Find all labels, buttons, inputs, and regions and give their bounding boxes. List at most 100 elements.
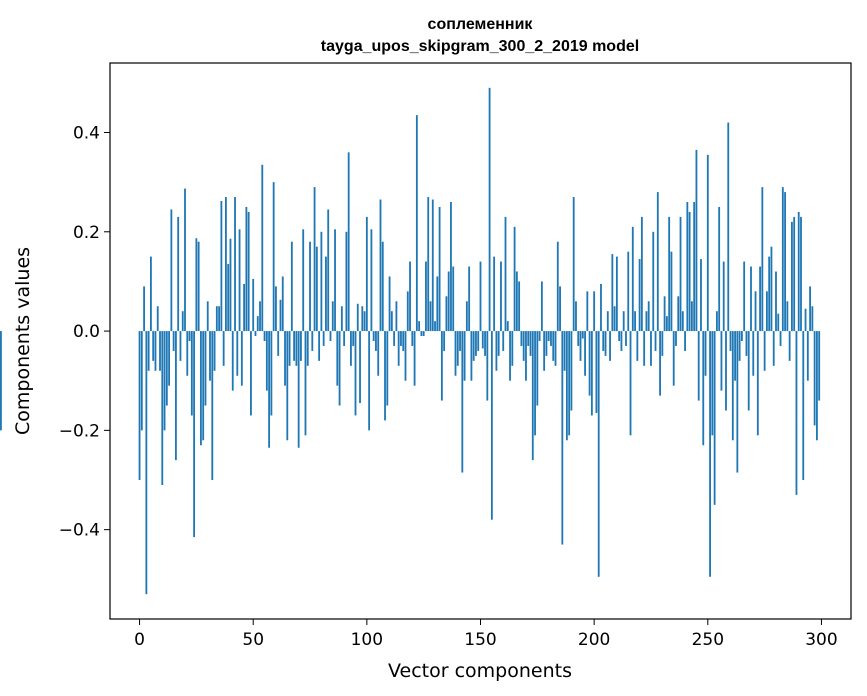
bar-185: [559, 286, 561, 332]
bar-142: [461, 331, 464, 473]
bar-97: [359, 331, 361, 404]
bar-59: [272, 182, 275, 332]
bar-80: [320, 231, 323, 332]
bar-86: [334, 229, 336, 332]
bar-149: [477, 331, 480, 351]
bar-229: [659, 331, 661, 396]
bar-189: [568, 331, 571, 436]
bar-36: [220, 201, 223, 332]
bar-84: [329, 331, 332, 341]
bar-244: [693, 202, 696, 332]
bar-121: [413, 331, 416, 386]
bar-119: [409, 261, 411, 332]
bar-30: [206, 301, 209, 332]
bar-164: [511, 331, 514, 366]
bar-79: [318, 331, 321, 361]
y-tick-label: −0.4: [59, 521, 100, 541]
bar-92: [347, 152, 350, 332]
x-tick-label: 100: [351, 630, 383, 650]
bar-207: [609, 331, 611, 361]
bar-147: [472, 331, 475, 361]
bar-295: [809, 286, 811, 332]
bar-103: [372, 331, 375, 341]
bar-254: [715, 311, 718, 332]
bar-217: [631, 226, 634, 332]
bar-279: [772, 331, 775, 366]
bar-297: [813, 331, 816, 426]
bar-218: [634, 311, 636, 332]
bar-68: [293, 331, 296, 361]
bar-7: [154, 331, 157, 371]
bar-250: [706, 154, 709, 332]
bar-156: [493, 256, 496, 332]
bar-282: [779, 331, 782, 346]
bar-216: [629, 331, 632, 436]
bar-215: [627, 251, 630, 332]
bar-278: [770, 246, 773, 332]
bar-151: [481, 331, 484, 349]
bar-33: [213, 331, 216, 371]
bar-284: [784, 192, 786, 332]
bar-91: [345, 231, 348, 332]
bar-172: [529, 331, 532, 356]
bar-157: [495, 331, 498, 371]
bar-127: [427, 197, 430, 332]
bar-99: [363, 311, 366, 332]
bar-220: [638, 259, 641, 332]
bar-130: [434, 321, 436, 332]
bar-197: [586, 291, 589, 332]
bar-238: [679, 216, 682, 332]
bar-26: [197, 241, 200, 332]
bar-262: [734, 331, 736, 381]
bar-66: [288, 331, 291, 366]
bar-64: [284, 331, 286, 386]
bar-249: [704, 331, 707, 376]
bar-2: [143, 286, 146, 332]
bar-44: [238, 229, 241, 332]
bar-134: [443, 331, 446, 351]
bar-4: [147, 331, 150, 371]
bar-251: [709, 331, 711, 577]
bar-138: [452, 266, 455, 332]
bar-113: [395, 301, 398, 332]
bar-63: [281, 276, 284, 332]
bar-236: [675, 331, 677, 346]
bar-5: [150, 256, 152, 332]
bar-198: [588, 331, 591, 396]
bar-144: [465, 301, 468, 332]
bar-133: [440, 331, 443, 401]
y-tick-label: −0.2: [59, 421, 100, 441]
bar-82: [325, 256, 327, 332]
bar-140: [456, 331, 459, 366]
bar-226: [652, 231, 655, 332]
bar-228: [656, 192, 659, 332]
bar-49: [250, 331, 252, 416]
bar-159: [500, 261, 502, 332]
bar-120: [411, 331, 414, 346]
bar-48: [247, 211, 250, 332]
bar-292: [802, 331, 805, 480]
bar-194: [579, 331, 582, 361]
bar-112: [393, 331, 396, 346]
bar-101: [368, 331, 371, 431]
y-tick-label: 0.2: [73, 223, 100, 243]
bar-234: [670, 251, 673, 332]
bar-58: [270, 331, 273, 416]
bar-201: [595, 331, 598, 413]
bar-155: [490, 331, 493, 520]
bar-160: [502, 331, 505, 351]
bar-296: [811, 306, 814, 332]
bar-23: [190, 331, 193, 416]
bar-203: [600, 283, 602, 332]
bar-19: [181, 311, 184, 332]
bar-73: [304, 331, 307, 436]
bar-188: [565, 331, 568, 441]
bar-89: [340, 306, 343, 332]
bar-28: [202, 331, 205, 441]
bar-261: [731, 331, 734, 441]
bar-126: [425, 261, 427, 332]
bar-1: [140, 331, 143, 431]
bar-239: [681, 311, 684, 332]
bar-190: [570, 331, 573, 411]
bar-257: [722, 261, 725, 332]
